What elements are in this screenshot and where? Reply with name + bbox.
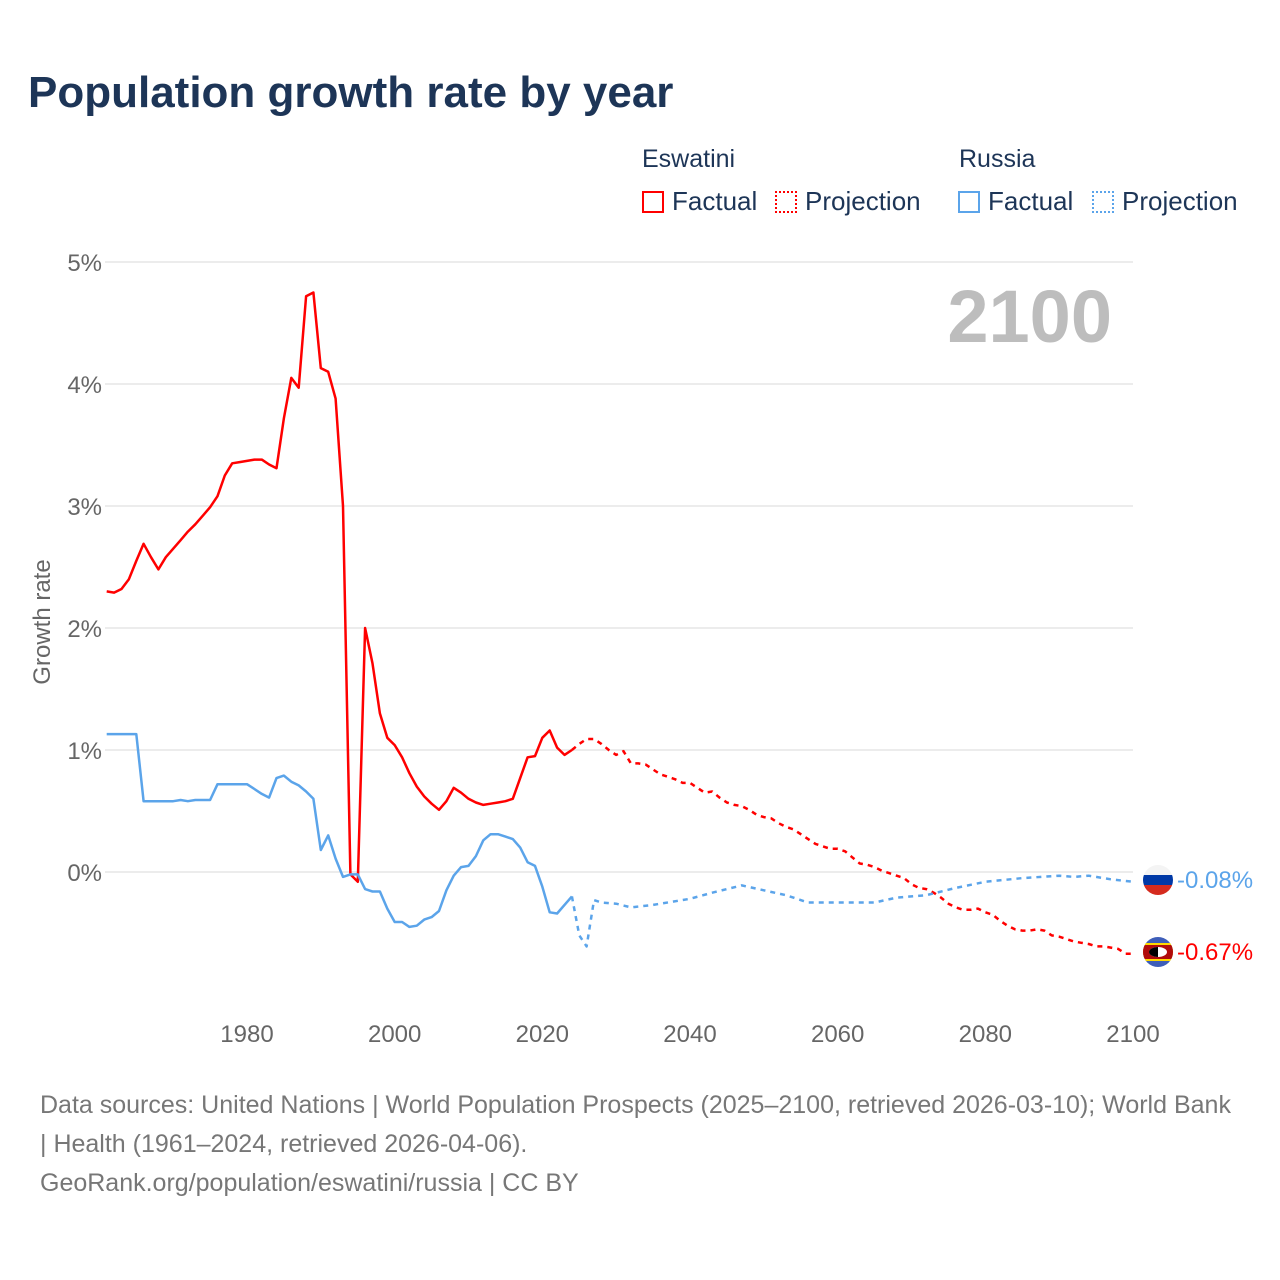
series-line-russia-factual bbox=[106, 732, 573, 929]
data-sources: Data sources: United Nations | World Pop… bbox=[40, 1091, 1231, 1158]
y-tick-label: 2% bbox=[67, 616, 102, 643]
legend-label: Factual bbox=[672, 186, 758, 216]
chart-title: Population growth rate by year bbox=[28, 68, 674, 117]
solid-swatch-icon bbox=[958, 190, 980, 213]
legend-eswatini-factual[interactable]: Factual bbox=[642, 186, 757, 217]
legend-group-eswatini: Eswatini bbox=[642, 145, 736, 173]
y-tick-label: 0% bbox=[67, 860, 102, 887]
source-link[interactable]: GeoRank.org/population/eswatini/russia |… bbox=[40, 1169, 579, 1197]
legend-group-russia: Russia bbox=[959, 145, 1036, 173]
y-tick-label: 4% bbox=[67, 372, 102, 399]
legend-label: Projection bbox=[805, 186, 921, 216]
russia-flag-icon bbox=[1143, 865, 1173, 895]
eswatini-flag-icon bbox=[1143, 937, 1173, 967]
y-tick-label: 3% bbox=[67, 494, 102, 521]
x-tick-label: 2020 bbox=[516, 1021, 569, 1048]
legend-label: Projection bbox=[1122, 186, 1238, 216]
year-overlay: 2100 bbox=[947, 275, 1112, 358]
solid-swatch-icon bbox=[642, 190, 664, 213]
x-tick-label: 2060 bbox=[811, 1021, 864, 1048]
x-tick-label: 2080 bbox=[959, 1021, 1012, 1048]
y-tick-label: 1% bbox=[67, 738, 102, 765]
legend-label: Factual bbox=[988, 186, 1074, 216]
russia-end-label: -0.08% bbox=[1177, 867, 1253, 894]
legend-eswatini-projection[interactable]: Projection bbox=[775, 186, 921, 217]
dotted-swatch-icon bbox=[775, 190, 797, 213]
x-tick-label: 2040 bbox=[663, 1021, 716, 1048]
y-axis-label: Growth rate bbox=[29, 559, 56, 684]
series-line-russia-projection bbox=[570, 874, 1134, 948]
legend-russia-factual[interactable]: Factual bbox=[958, 186, 1073, 217]
x-tick-label: 2100 bbox=[1106, 1021, 1159, 1048]
legend-russia-projection[interactable]: Projection bbox=[1092, 186, 1238, 217]
series-line-eswatini-factual bbox=[106, 291, 573, 884]
x-tick-label: 2000 bbox=[368, 1021, 421, 1048]
series-line-eswatini-projection bbox=[571, 737, 1133, 955]
x-tick-label: 1980 bbox=[220, 1021, 273, 1048]
dotted-swatch-icon bbox=[1092, 190, 1114, 213]
eswatini-end-label: -0.67% bbox=[1177, 939, 1253, 966]
y-tick-label: 5% bbox=[67, 250, 102, 277]
